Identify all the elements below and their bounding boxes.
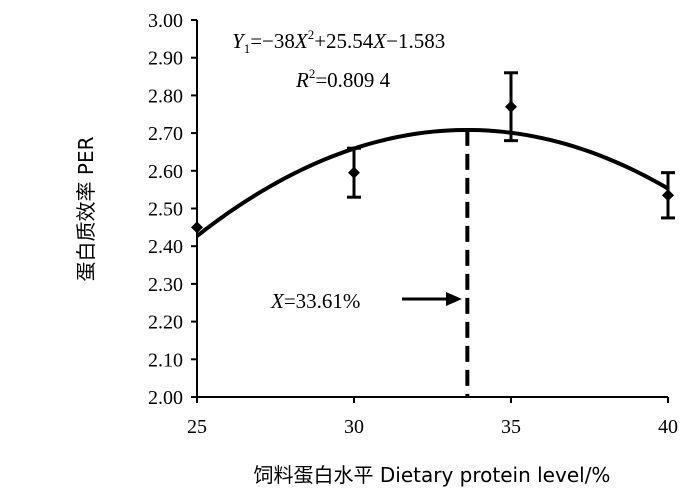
x-axis-ticks: 25 30 35 40 <box>187 397 678 438</box>
optimum-arrow <box>402 292 462 306</box>
y-axis-title: 蛋白质效率 PER <box>74 136 98 281</box>
x-tick-label: 40 <box>658 416 678 438</box>
y-tick-label: 2.40 <box>148 236 183 258</box>
y-tick-label: 2.50 <box>148 199 183 221</box>
y-tick-label: 2.10 <box>148 349 183 371</box>
data-point-marker <box>191 221 203 234</box>
data-point-marker <box>662 189 674 202</box>
data-points <box>191 71 675 234</box>
y-tick-label: 2.80 <box>148 85 183 107</box>
y-tick-label: 2.20 <box>148 312 183 334</box>
data-point-marker <box>505 100 517 113</box>
optimum-label: X=33.61% <box>270 289 360 313</box>
data-point-marker <box>348 166 360 179</box>
y-tick-label: 2.60 <box>148 161 183 183</box>
y-axis-ticks: 2.00 2.10 2.20 2.30 2.40 2.50 2.60 2.70 2.80 2.90… <box>148 10 197 409</box>
y-tick-label: 2.00 <box>148 387 183 409</box>
x-axis-title: 饲料蛋白水平 Dietary protein level/% <box>254 463 611 487</box>
y-tick-label: 2.30 <box>148 274 183 296</box>
y-tick-label: 2.70 <box>148 123 183 145</box>
y-tick-label: 2.90 <box>148 48 183 70</box>
r-squared-label: R2=0.809 4 <box>295 66 391 92</box>
x-tick-label: 25 <box>187 416 207 438</box>
y-tick-label: 3.00 <box>148 10 183 32</box>
x-tick-label: 30 <box>344 416 364 438</box>
fit-equation: Y1=−38X2+25.54X−1.583 <box>232 27 445 56</box>
fit-curve <box>195 127 669 238</box>
x-tick-label: 35 <box>501 416 521 438</box>
